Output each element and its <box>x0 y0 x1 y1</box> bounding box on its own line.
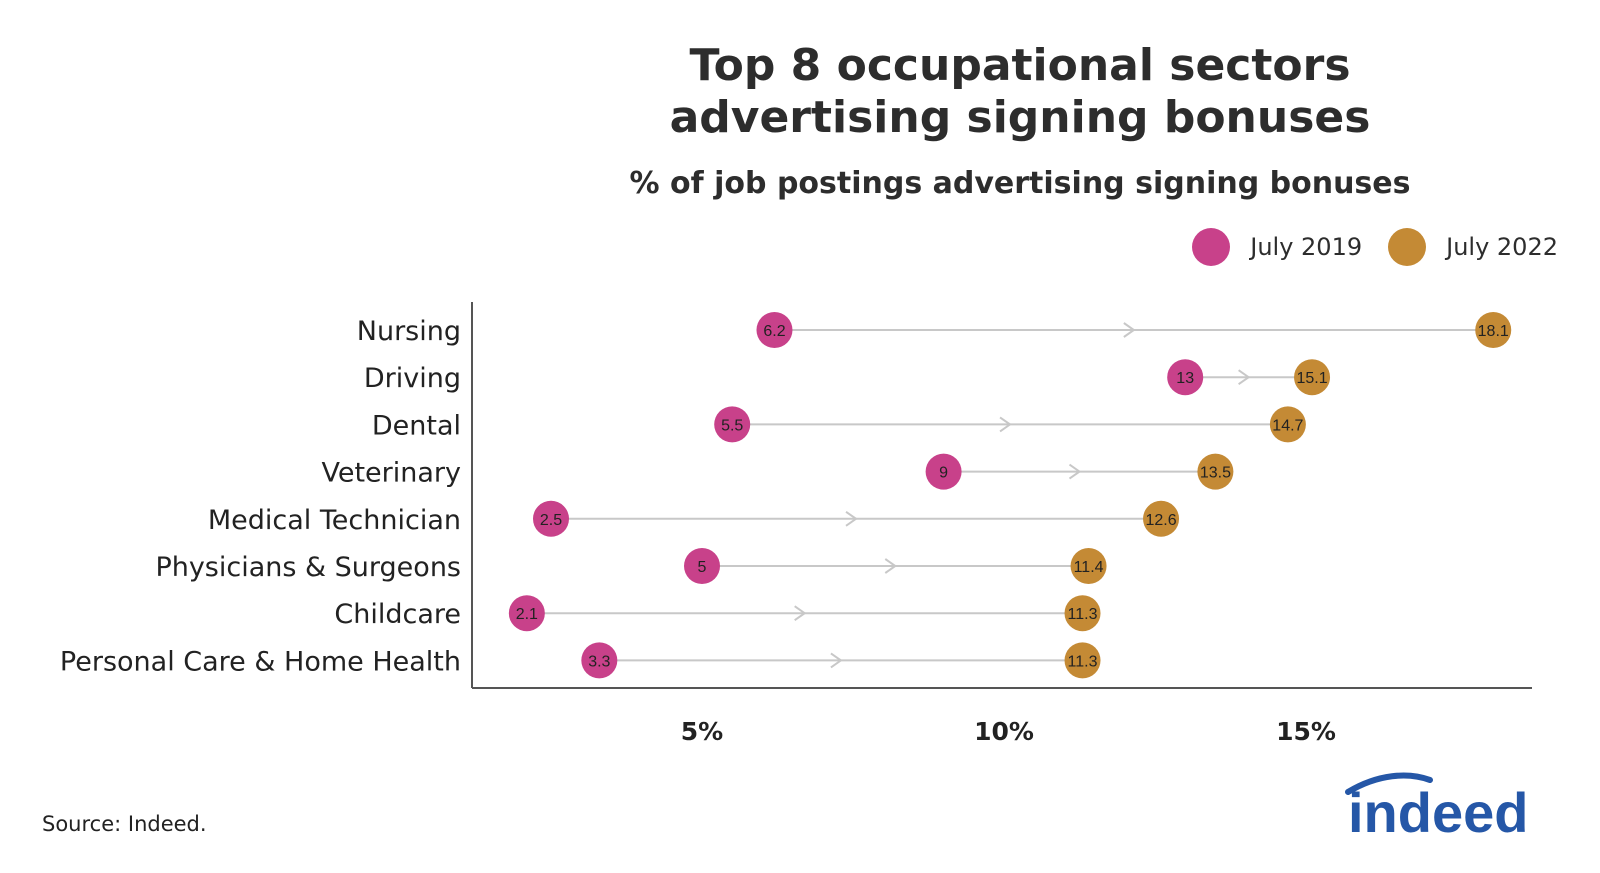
category-label-1: Driving <box>364 363 461 394</box>
logo-wordmark: indeed <box>1348 781 1528 840</box>
value-label-2022-7: 11.3 <box>1068 653 1098 670</box>
legend-label-2019: July 2019 <box>1250 233 1363 261</box>
value-label-2019-5: 5 <box>698 559 707 576</box>
category-label-4: Medical Technician <box>208 505 461 536</box>
legend-item-2022: July 2022 <box>1388 228 1558 266</box>
value-label-2019-7: 3.3 <box>588 653 610 670</box>
dot-2019-5 <box>684 548 720 584</box>
legend: July 2019 July 2022 <box>1170 228 1558 266</box>
legend-dot-2019 <box>1192 228 1231 266</box>
legend-dot-2022 <box>1388 228 1427 266</box>
dot-2019-0 <box>756 312 793 348</box>
value-label-2022-4: 12.6 <box>1145 512 1176 529</box>
dot-2022-5 <box>1070 548 1107 584</box>
value-label-2019-6: 2.1 <box>516 606 538 623</box>
chart-title-line-2: advertising signing bonuses <box>669 92 1371 143</box>
value-label-2022-2: 14.7 <box>1272 417 1303 434</box>
value-label-2022-0: 18.1 <box>1478 323 1509 340</box>
value-label-2019-0: 6.2 <box>763 323 785 340</box>
category-label-2: Dental <box>372 410 461 441</box>
indeed-logo: indeed <box>1345 772 1528 840</box>
arrow-head-0 <box>1123 322 1136 338</box>
arrow-head-4 <box>845 510 858 527</box>
dot-2019-7 <box>581 642 618 679</box>
x-tick-label-2: 15% <box>1276 717 1336 746</box>
value-label-2022-6: 11.3 <box>1068 606 1098 623</box>
dot-2022-0 <box>1475 312 1512 348</box>
arrow-head-6 <box>794 605 807 622</box>
value-label-2022-1: 15.1 <box>1296 370 1327 387</box>
value-label-2019-1: 13 <box>1176 370 1194 387</box>
arrow-head-7 <box>830 652 843 669</box>
category-label-6: Childcare <box>334 599 461 630</box>
legend-item-2019: July 2019 <box>1192 228 1362 266</box>
value-label-2019-3: 9 <box>939 465 948 482</box>
dot-2022-4 <box>1143 500 1180 537</box>
chart-subtitle: % of job postings advertising signing bo… <box>629 166 1411 201</box>
x-tick-label-0: 5% <box>681 717 723 746</box>
category-label-3: Veterinary <box>321 458 461 489</box>
source-note: Source: Indeed. <box>42 812 207 836</box>
arrow-head-3 <box>1068 463 1082 480</box>
dot-2022-7 <box>1064 642 1101 679</box>
dot-2022-3 <box>1197 453 1234 490</box>
value-label-2022-5: 11.4 <box>1074 559 1104 576</box>
value-label-2019-4: 2.5 <box>540 512 562 529</box>
value-label-2022-3: 13.5 <box>1200 465 1231 482</box>
x-tick-label-1: 10% <box>974 717 1034 746</box>
dot-2022-6 <box>1064 595 1101 632</box>
dot-2019-3 <box>925 453 962 490</box>
logo-swoosh-icon <box>1345 772 1433 795</box>
category-label-0: Nursing <box>357 316 461 347</box>
value-label-2019-2: 5.5 <box>721 417 743 434</box>
dot-2019-1 <box>1167 359 1204 396</box>
category-label-5: Physicians & Surgeons <box>155 552 461 583</box>
category-label-7: Personal Care & Home Health <box>60 646 461 677</box>
legend-label-2022: July 2022 <box>1446 233 1558 261</box>
arrow-head-2 <box>999 416 1012 433</box>
arrow-head-1 <box>1238 369 1251 386</box>
dot-2019-4 <box>533 500 569 537</box>
dot-2019-6 <box>508 595 545 632</box>
dot-2019-2 <box>714 406 751 443</box>
chart-title-line-1: Top 8 occupational sectors <box>689 40 1351 91</box>
dot-2022-2 <box>1269 406 1306 443</box>
dot-2022-1 <box>1294 359 1331 396</box>
arrow-head-5 <box>884 558 898 574</box>
